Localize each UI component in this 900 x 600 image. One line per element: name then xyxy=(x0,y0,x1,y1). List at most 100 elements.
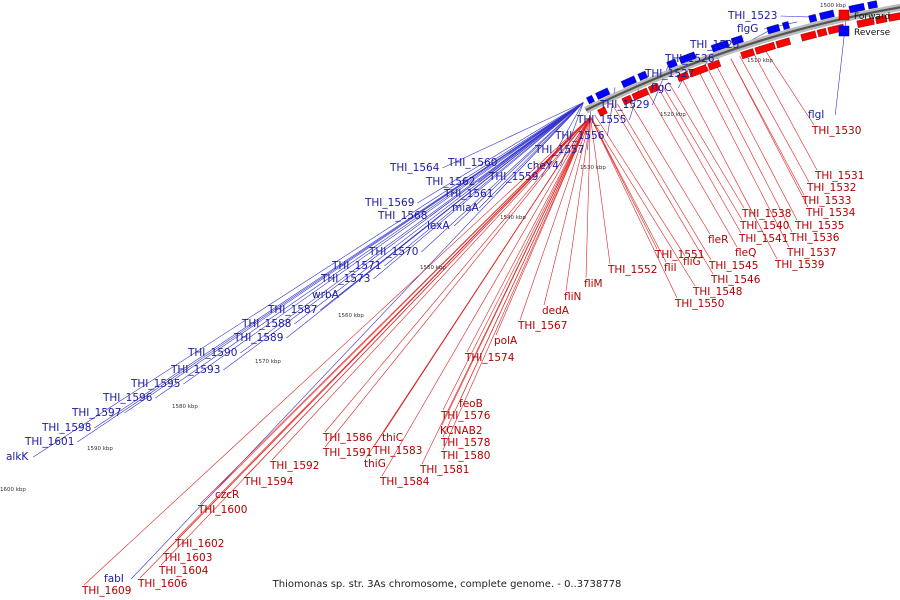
gene-block xyxy=(637,70,648,81)
forward-label-connector xyxy=(706,66,793,233)
forward-gene-label: thiC xyxy=(382,432,403,444)
gene-block xyxy=(808,13,818,23)
forward-gene-label: THI_1591 xyxy=(322,447,372,459)
reverse-gene-label: THI_1589 xyxy=(233,332,283,344)
forward-label-connector xyxy=(381,116,591,477)
forward-gene-label: THI_1574 xyxy=(464,352,515,364)
forward-gene-label: THI_1533 xyxy=(801,195,851,207)
forward-gene-label: THI_1536 xyxy=(789,232,840,244)
tick-label: 1590 kbp xyxy=(87,446,113,452)
gene-block xyxy=(856,17,875,28)
forward-label-connector xyxy=(739,55,810,183)
forward-label-connector xyxy=(590,116,678,299)
reverse-gene-label: THI_1573 xyxy=(320,273,370,285)
gene-block xyxy=(867,0,878,10)
reverse-label-connector xyxy=(541,102,584,178)
gene-block xyxy=(666,58,678,69)
forward-label-connector xyxy=(324,116,591,448)
forward-gene-label: fliM xyxy=(584,278,603,290)
forward-gene-label: fliN xyxy=(564,291,581,303)
forward-gene-label: THI_1552 xyxy=(607,264,657,276)
reverse-label-connector xyxy=(677,53,698,89)
gene-block xyxy=(586,94,595,105)
forward-label-connector xyxy=(730,58,809,208)
gene-block xyxy=(620,75,637,89)
tick-label: 1570 kbp xyxy=(255,359,281,365)
reverse-gene-label: THI_1527 xyxy=(644,68,694,80)
gene-block xyxy=(597,106,608,117)
forward-gene-label: THI_1537 xyxy=(786,247,836,259)
reverse-label-connector xyxy=(453,102,584,227)
gene-block xyxy=(775,37,792,49)
reverse-gene-label: THI_1595 xyxy=(130,378,180,390)
reverse-gene-label: flgC xyxy=(651,82,672,94)
reverse-gene-label: THI_1597 xyxy=(71,407,121,419)
reverse-gene-label: alkK xyxy=(6,451,29,463)
gene-block xyxy=(754,41,776,55)
forward-gene-label: THI_1604 xyxy=(158,565,209,577)
reverse-gene-label: THI_1562 xyxy=(425,176,475,188)
forward-label-connector xyxy=(365,116,591,459)
tick-label: 1520 kbp xyxy=(660,112,686,118)
forward-gene-label: thiG xyxy=(364,458,386,470)
forward-label-connector xyxy=(752,51,818,171)
reverse-label-connector xyxy=(223,102,584,371)
forward-gene-label: THI_1584 xyxy=(379,476,430,488)
reverse-gene-label: wrbA xyxy=(312,289,340,301)
forward-label-connector xyxy=(565,116,591,292)
forward-label-connector xyxy=(667,81,745,209)
forward-gene-label: THI_1581 xyxy=(419,464,469,476)
forward-gene-label: fliI xyxy=(664,262,677,274)
reverse-gene-label: THI_1596 xyxy=(102,392,153,404)
reverse-label-connector xyxy=(294,102,584,325)
gene-block xyxy=(766,23,781,35)
reverse-gene-label: THI_1557 xyxy=(534,144,584,156)
gene-block xyxy=(800,30,817,42)
reverse-gene-label: THI_1568 xyxy=(377,210,427,222)
tick-label: 1580 kbp xyxy=(172,404,198,410)
forward-gene-label: THI_1567 xyxy=(517,320,567,332)
gene-block xyxy=(631,87,650,101)
forward-gene-label: THI_1546 xyxy=(710,274,761,286)
reverse-gene-label: THI_1529 xyxy=(599,99,649,111)
gene-block xyxy=(730,35,744,46)
reverse-label-connector xyxy=(240,102,584,354)
gene-block xyxy=(848,2,866,14)
reverse-label-connector xyxy=(421,102,584,253)
forward-gene-label: THI_1586 xyxy=(322,432,373,444)
forward-label-connector xyxy=(763,48,815,126)
legend-reverse-label: Reverse xyxy=(854,28,891,38)
legend-forward-label: Forward xyxy=(854,12,890,22)
reverse-gene-label: THI_1556 xyxy=(554,130,605,142)
reverse-gene-label: THI_1569 xyxy=(364,197,414,209)
reverse-gene-label: THI_1559 xyxy=(488,171,538,183)
figure-caption: Thiomonas sp. str. 3As chromosome, compl… xyxy=(272,579,622,590)
tick-label: 1500 kbp xyxy=(820,3,846,9)
gene-block xyxy=(678,51,697,65)
forward-gene-label: THI_1576 xyxy=(440,410,491,422)
genome-axis xyxy=(585,6,900,112)
reverse-gene-label: THI_1588 xyxy=(241,318,291,330)
tick-label: 1530 kbp xyxy=(580,165,606,171)
forward-label-connector xyxy=(83,116,591,586)
forward-label-connector xyxy=(617,103,712,261)
forward-label-connector xyxy=(543,116,591,306)
forward-gene-label: THI_1534 xyxy=(805,207,856,219)
forward-label-connector xyxy=(613,105,714,275)
forward-label-connector xyxy=(519,116,591,321)
forward-label-connector xyxy=(594,114,686,257)
forward-gene-label: feoB xyxy=(459,398,483,410)
forward-label-connector xyxy=(661,84,743,221)
tick-label: 1550 kbp xyxy=(420,265,446,271)
reverse-gene-label: flgI xyxy=(808,109,824,121)
gene-block xyxy=(595,87,611,100)
forward-gene-label: THI_1532 xyxy=(806,182,856,194)
reverse-gene-label: THI_1571 xyxy=(331,260,381,272)
forward-gene-label: THI_1551 xyxy=(654,249,704,261)
reverse-gene-label: THI_1598 xyxy=(41,422,91,434)
forward-label-connector xyxy=(730,58,805,196)
tick-label: 1510 kbp xyxy=(747,58,773,64)
reverse-gene-label: THI_1590 xyxy=(187,347,237,359)
forward-gene-label: THI_1580 xyxy=(440,450,490,462)
forward-label-connector xyxy=(421,116,591,465)
